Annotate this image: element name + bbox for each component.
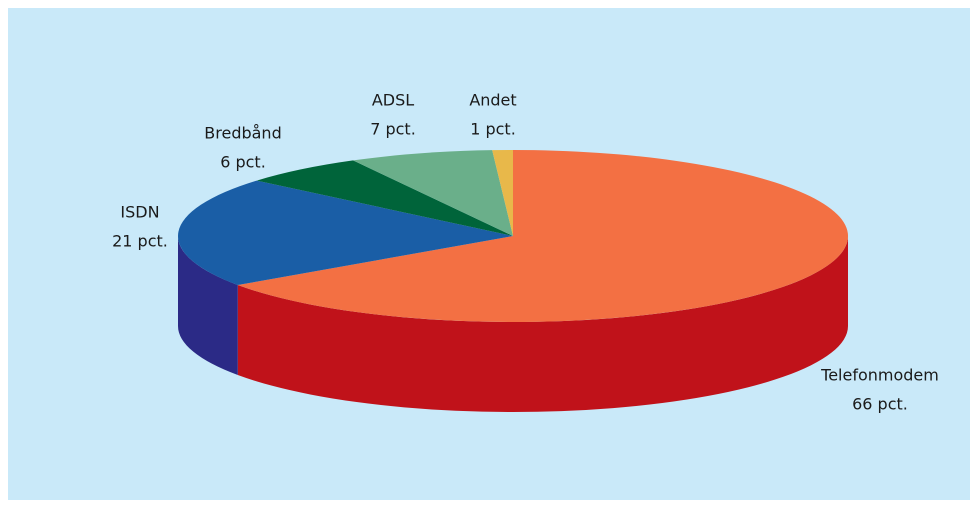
slice bbox=[256, 160, 513, 236]
slice-label: Telefonmodem bbox=[820, 366, 939, 385]
value-label: 66 pct. bbox=[852, 395, 908, 414]
value-label: 21 pct. bbox=[112, 232, 168, 251]
slice bbox=[353, 150, 513, 236]
slice-side bbox=[237, 236, 848, 412]
slice-label: Bredbånd bbox=[204, 124, 281, 143]
slice bbox=[492, 150, 513, 236]
slice bbox=[237, 150, 849, 322]
slice-label: ADSL bbox=[372, 91, 414, 110]
slice-side bbox=[178, 236, 238, 376]
slice-label: ISDN bbox=[120, 203, 159, 222]
slice bbox=[178, 180, 514, 286]
value-label: 7 pct. bbox=[370, 120, 416, 139]
slice-label: Andet bbox=[469, 91, 516, 110]
value-label: 6 pct. bbox=[220, 153, 266, 172]
value-label: 1 pct. bbox=[470, 120, 516, 139]
